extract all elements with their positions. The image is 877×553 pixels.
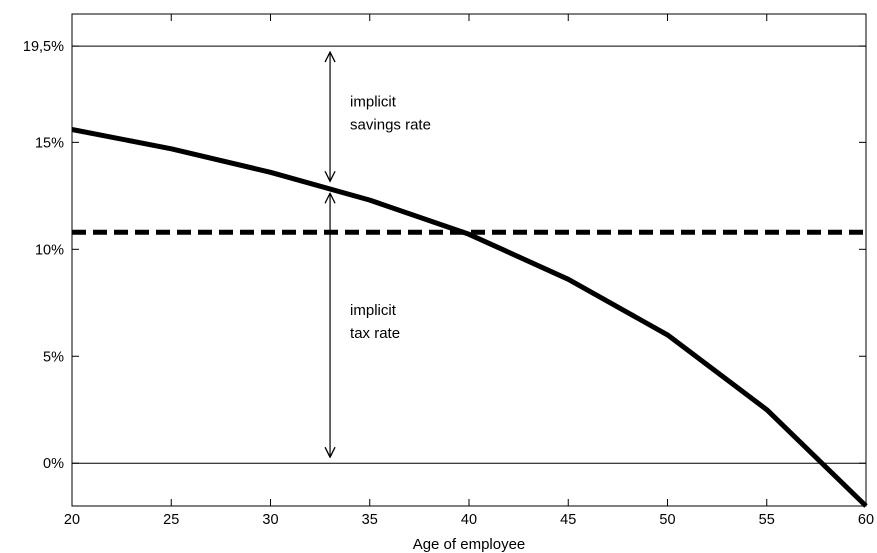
x-axis-title: Age of employee	[413, 536, 526, 553]
y-tick-label: 5%	[43, 349, 64, 365]
y-tick-label: 10%	[35, 242, 64, 258]
y-tick-label: 19,5%	[23, 39, 64, 55]
x-tick-label: 60	[858, 512, 874, 528]
x-tick-label: 40	[461, 512, 477, 528]
x-tick-label: 55	[759, 512, 775, 528]
annotation-label: savings rate	[350, 117, 431, 134]
x-tick-label: 30	[262, 512, 278, 528]
axes: 20 25 30 35 40 45 50 55 60 0% 5% 10% 15% 19,5% Age of …	[23, 14, 874, 553]
x-tick-label: 45	[560, 512, 576, 528]
x-tick-label: 25	[163, 512, 179, 528]
solid-series-line	[71, 127, 868, 508]
annotation-layer: implicit savings rate implicit tax rate	[330, 52, 431, 457]
x-tick-label: 50	[659, 512, 675, 528]
y-tick-label: 0%	[43, 456, 64, 472]
y-tick-label: 15%	[35, 135, 64, 151]
annotation-label: tax rate	[350, 325, 400, 342]
series-layer	[71, 127, 868, 508]
annotation-label: implicit	[350, 302, 397, 319]
plot-frame	[71, 13, 867, 507]
reference-lines	[72, 45, 866, 464]
annotation-label: implicit	[350, 94, 397, 111]
x-tick-label: 35	[362, 512, 378, 528]
x-tick-label: 20	[64, 512, 80, 528]
